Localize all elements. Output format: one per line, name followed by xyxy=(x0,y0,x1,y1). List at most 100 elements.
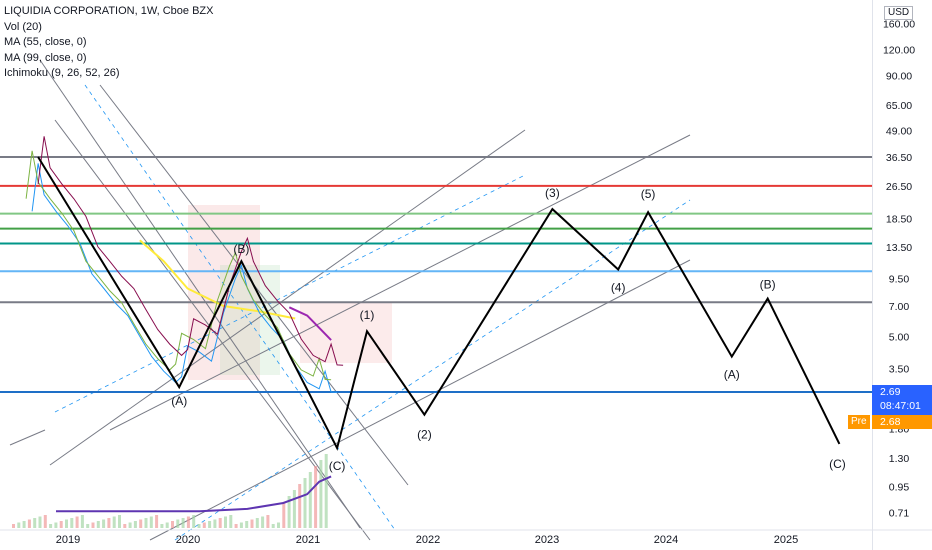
volume-bar-27 xyxy=(155,515,159,528)
premarket-tag: Pre xyxy=(848,415,870,430)
y-tick-label-12: 5.00 xyxy=(889,331,910,343)
volume-bar-4 xyxy=(33,518,37,528)
legend-ichimoku[interactable]: Ichimoku (9, 26, 52, 26) xyxy=(4,67,120,79)
volume-bar-53 xyxy=(292,490,296,528)
y-tick-label-8: 18.50 xyxy=(886,213,912,225)
volume-bar-58 xyxy=(319,460,323,528)
volume-bar-49 xyxy=(271,524,275,528)
volume-bar-33 xyxy=(186,516,190,528)
volume-bar-52 xyxy=(287,496,291,528)
volume-ma-line xyxy=(56,475,332,513)
volume-bar-30 xyxy=(171,521,174,528)
volume-bar-10 xyxy=(65,519,68,528)
wave-label-5: (2) xyxy=(417,428,432,442)
wave-label-11: (C) xyxy=(829,457,846,471)
volume-bar-31 xyxy=(176,519,180,528)
volume-bar-13 xyxy=(80,515,84,528)
volume-bar-14 xyxy=(86,524,90,528)
chart-legend: LIQUIDIA CORPORATION, 1W, Cboe BZX Vol (… xyxy=(4,4,213,82)
volume-bar-46 xyxy=(255,518,259,528)
volume-bar-2 xyxy=(22,521,26,528)
elliott-wave-path xyxy=(37,156,841,451)
bar-countdown: 08:47:01 xyxy=(880,400,921,413)
price-axis[interactable] xyxy=(872,0,932,550)
volume-bar-51 xyxy=(282,502,286,528)
y-tick-label-13: 3.50 xyxy=(889,364,910,376)
x-tick-label-1: 2020 xyxy=(176,534,200,546)
y-tick-label-4: 65.00 xyxy=(886,100,912,112)
volume-bar-57 xyxy=(314,466,318,528)
volume-bar-59 xyxy=(324,454,328,528)
volume-bar-34 xyxy=(192,515,196,528)
volume-bar-8 xyxy=(54,522,58,528)
trend-line-5 xyxy=(149,259,691,541)
volume-bar-39 xyxy=(218,518,222,528)
volume-bar-55 xyxy=(303,478,307,528)
x-tick-label-3: 2022 xyxy=(416,534,440,546)
y-tick-label-3: 90.00 xyxy=(886,71,912,83)
volume-bar-38 xyxy=(213,519,217,528)
volume-bar-12 xyxy=(75,516,79,528)
y-tick-label-18: 0.71 xyxy=(889,508,910,520)
legend-ma99[interactable]: MA (99, close, 0) xyxy=(4,51,87,64)
volume-bar-7 xyxy=(49,524,53,528)
wave-label-4: (1) xyxy=(360,308,375,322)
base-line xyxy=(37,136,344,366)
y-tick-label-11: 7.00 xyxy=(889,301,910,313)
wave-label-2: (B) xyxy=(233,242,249,256)
premarket-price: 2.68 xyxy=(872,415,932,430)
x-tick-label-0: 2019 xyxy=(56,534,80,546)
legend-vol[interactable]: Vol (20) xyxy=(4,20,42,33)
wave-label-1: (A) xyxy=(171,394,187,408)
currency-badge[interactable]: USD xyxy=(884,6,914,20)
volume-bar-32 xyxy=(181,518,185,528)
volume-bar-41 xyxy=(229,515,233,528)
volume-bar-24 xyxy=(139,519,143,528)
volume-bar-36 xyxy=(202,522,206,528)
x-tick-label-4: 2023 xyxy=(535,534,559,546)
current-price-label: 2.69 08:47:01 xyxy=(872,385,932,416)
trend-line-8 xyxy=(84,84,396,531)
volume-bar-15 xyxy=(91,522,95,528)
legend-ma55[interactable]: MA (55, close, 0) xyxy=(4,36,87,48)
wave-label-9: (A) xyxy=(724,368,740,382)
wave-label-8: (5) xyxy=(641,187,656,201)
volume-bar-26 xyxy=(149,516,153,528)
wave-label-10: (B) xyxy=(760,278,776,292)
trend-line-6 xyxy=(54,174,526,413)
volume-bar-0 xyxy=(12,524,15,528)
volume-bar-23 xyxy=(133,521,137,528)
y-tick-label-17: 0.95 xyxy=(889,481,910,493)
volume-bar-9 xyxy=(59,521,63,528)
trend-line-9 xyxy=(9,429,46,446)
cloud-red-2 xyxy=(300,303,392,363)
volume-bar-44 xyxy=(245,521,249,528)
volume-bar-37 xyxy=(208,521,212,528)
volume-bar-47 xyxy=(261,516,265,528)
volume-bar-16 xyxy=(96,521,100,528)
volume-bar-25 xyxy=(144,518,148,528)
symbol-title[interactable]: LIQUIDIA CORPORATION, 1W, Cboe BZX xyxy=(4,5,214,17)
volume-bar-54 xyxy=(298,484,302,528)
volume-bar-21 xyxy=(123,524,127,528)
volume-bar-45 xyxy=(250,519,254,528)
ma55-line xyxy=(288,306,332,341)
y-tick-label-6: 36.50 xyxy=(886,152,912,164)
trend-line-3 xyxy=(49,129,526,466)
volume-bar-20 xyxy=(118,515,121,528)
volume-bar-56 xyxy=(308,472,312,528)
volume-bar-18 xyxy=(107,518,111,528)
volume-bar-11 xyxy=(70,518,74,528)
y-tick-label-2: 120.00 xyxy=(883,45,915,57)
x-tick-label-2: 2021 xyxy=(296,534,320,546)
volume-bar-28 xyxy=(160,524,164,528)
y-tick-label-9: 13.50 xyxy=(886,242,912,254)
y-tick-label-0: 220.00 xyxy=(883,0,915,2)
y-tick-label-7: 26.50 xyxy=(886,181,912,193)
volume-bar-43 xyxy=(239,522,243,528)
volume-bar-5 xyxy=(38,516,42,528)
x-tick-label-5: 2024 xyxy=(654,534,678,546)
ma99-line xyxy=(139,239,296,320)
volume-bar-50 xyxy=(277,522,280,528)
